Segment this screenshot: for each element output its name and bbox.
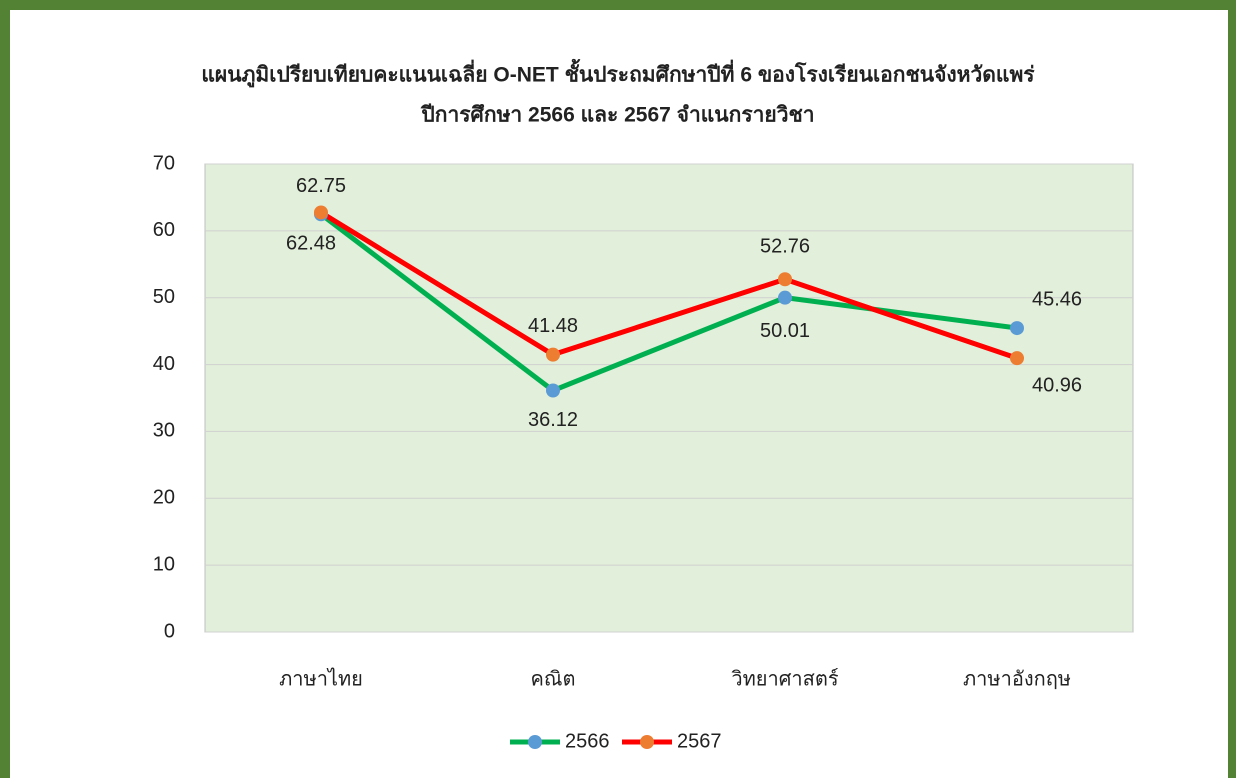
data-label: 36.12 [528,409,578,431]
x-tick-label: ภาษาอังกฤษ [963,668,1071,690]
y-tick-label: 60 [153,219,175,241]
series-line [319,212,1018,394]
legend-marker [640,735,654,749]
marker [1010,351,1024,366]
marker [546,347,560,362]
data-label: 62.75 [296,175,346,197]
marker [546,383,560,398]
data-label: 40.96 [1032,374,1082,396]
x-tick-label: คณิต [531,668,576,690]
data-label: 45.46 [1032,288,1082,310]
marker [1010,321,1024,336]
data-label: 50.01 [760,320,810,342]
data-label: 62.48 [286,233,336,255]
legend-marker [528,735,542,749]
y-tick-label: 20 [153,487,175,509]
series-line [319,210,1018,361]
x-tick-label: วิทยาศาสตร์ [731,667,838,690]
legend-label: 2567 [677,730,722,752]
marker [314,205,328,220]
y-tick-label: 10 [153,553,175,575]
x-tick-label: ภาษาไทย [279,667,363,690]
y-tick-label: 40 [153,353,175,375]
y-tick-label: 0 [164,620,175,642]
marker [778,272,792,287]
legend-label: 2566 [565,730,610,752]
y-tick-label: 30 [153,420,175,442]
chart-title: แผนภูมิเปรียบเทียบคะแนนเฉลี่ย O-NET ชั้น… [201,59,1035,89]
chart-title: ปีการศึกษา 2566 และ 2567 จำแนกรายวิชา [420,103,815,127]
y-tick-label: 50 [153,286,175,308]
y-tick-label: 70 [153,152,175,174]
data-label: 41.48 [528,315,578,337]
marker [778,290,792,305]
data-label: 52.76 [760,236,810,258]
